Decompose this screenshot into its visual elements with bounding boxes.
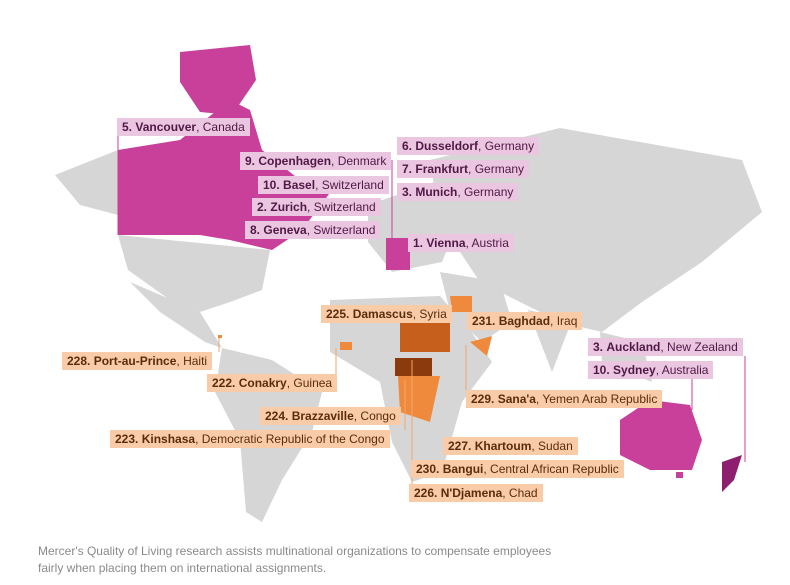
city-label-basel: 10. Basel, Switzerland bbox=[258, 176, 389, 194]
caption: Mercer's Quality of Living research assi… bbox=[38, 544, 552, 575]
tasmania bbox=[676, 472, 683, 478]
haiti bbox=[218, 335, 222, 338]
city-label-vancouver: 5. Vancouver, Canada bbox=[117, 118, 250, 136]
city-label-geneva: 8. Geneva, Switzerland bbox=[245, 221, 381, 239]
new-zealand bbox=[722, 455, 742, 492]
chad-sudan bbox=[400, 322, 450, 352]
city-label-bangui: 230. Bangui, Central African Republic bbox=[411, 460, 624, 478]
guinea bbox=[340, 342, 352, 350]
city-label-dusseldorf: 6. Dusseldorf, Germany bbox=[397, 137, 540, 155]
city-label-baghdad: 231. Baghdad, Iraq bbox=[467, 312, 583, 330]
city-label-zurich: 2. Zurich, Switzerland bbox=[252, 198, 381, 216]
city-label-sanaa: 229. Sana'a, Yemen Arab Republic bbox=[466, 390, 663, 408]
city-label-munich: 3. Munich, Germany bbox=[397, 183, 519, 201]
city-label-sydney: 10. Sydney, Australia bbox=[588, 361, 714, 379]
city-label-conakry: 222. Conakry, Guinea bbox=[207, 374, 338, 392]
city-label-damascus: 225. Damascus, Syria bbox=[321, 305, 452, 323]
usa bbox=[118, 235, 270, 312]
city-label-copenhagen: 9. Copenhagen, Denmark bbox=[240, 152, 392, 170]
yemen bbox=[470, 336, 492, 356]
city-label-port-au-prince: 228. Port-au-Prince, Haiti bbox=[62, 352, 213, 370]
iraq bbox=[450, 296, 472, 312]
city-label-khartoum: 227. Khartoum, Sudan bbox=[443, 437, 578, 455]
drc bbox=[398, 376, 440, 422]
central-america bbox=[130, 282, 222, 348]
city-label-frankfurt: 7. Frankfurt, Germany bbox=[397, 160, 530, 178]
asia bbox=[430, 128, 762, 332]
central-europe bbox=[386, 238, 410, 270]
car bbox=[395, 358, 432, 376]
alaska bbox=[55, 150, 118, 215]
city-label-auckland: 3. Auckland, New Zealand bbox=[588, 338, 743, 356]
city-label-ndjamena: 226. N'Djamena, Chad bbox=[409, 484, 543, 502]
city-label-brazzaville: 224. Brazzaville, Congo bbox=[260, 407, 401, 425]
city-label-vienna: 1. Vienna, Austria bbox=[408, 234, 514, 252]
australia bbox=[620, 400, 702, 470]
greenland bbox=[180, 45, 256, 115]
city-label-kinshasa: 223. Kinshasa, Democratic Republic of th… bbox=[110, 430, 390, 448]
